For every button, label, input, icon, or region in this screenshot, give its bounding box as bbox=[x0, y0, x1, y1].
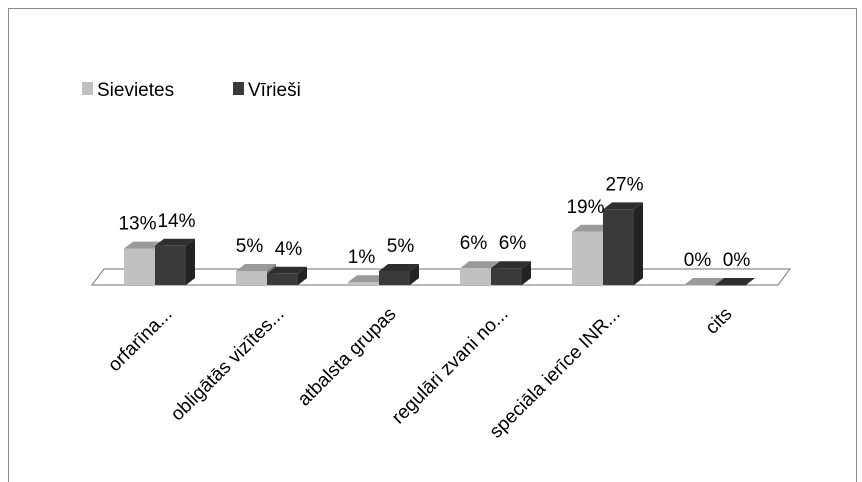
bar-top bbox=[572, 224, 612, 232]
bar-specilaierce-viriesi bbox=[603, 202, 643, 285]
data-label-regulrizvani-viriesi: 6% bbox=[499, 233, 527, 254]
chart-legend: Sievietes Vīrieši bbox=[82, 80, 301, 101]
legend-label-viriesi: Vīrieši bbox=[248, 80, 301, 101]
data-label-obligtsvizte-viriesi: 4% bbox=[275, 239, 303, 260]
bar-side bbox=[634, 202, 643, 285]
data-label-atbalstagrup-viriesi: 5% bbox=[387, 236, 415, 257]
bar-cits-sievietes bbox=[684, 278, 724, 286]
bar-front bbox=[491, 268, 522, 285]
bar-top bbox=[155, 238, 195, 246]
bar-cits-viriesi bbox=[715, 278, 755, 286]
data-label-orfarna-sievietes: 13% bbox=[118, 214, 156, 235]
chart-bars bbox=[124, 202, 755, 286]
bar-orfarna-viriesi bbox=[155, 238, 195, 285]
chart-floor-plane bbox=[90, 268, 792, 286]
bar-side bbox=[522, 261, 531, 285]
bar-top bbox=[491, 261, 531, 269]
bar-top bbox=[603, 202, 643, 210]
chart-category-labels: orfarīna...obligātās vizītes... atbalsta … bbox=[104, 304, 736, 443]
legend-swatch-sievietes bbox=[82, 82, 93, 95]
bar-front bbox=[715, 285, 746, 286]
bar-top bbox=[236, 264, 276, 271]
bar-front bbox=[379, 271, 410, 285]
bar-side bbox=[298, 266, 307, 285]
legend-label-sievietes: Sievietes bbox=[97, 80, 174, 101]
data-label-cits-sievietes: 0% bbox=[684, 250, 712, 271]
bar-top bbox=[379, 264, 419, 271]
chart-data-labels: 13% 14% 5% 4% 1% 5% 6% 6% 19%27% 0% 0% bbox=[118, 174, 750, 271]
bar-front bbox=[267, 273, 298, 285]
category-label-3: regulāri zvani no... bbox=[388, 304, 513, 429]
data-label-specilaierce-viriesi: 27% bbox=[605, 174, 643, 195]
bar-front bbox=[155, 245, 186, 285]
bar-front bbox=[460, 268, 491, 285]
bar-top bbox=[348, 275, 388, 283]
data-label-obligtsvizte-sievietes: 5% bbox=[236, 236, 264, 257]
bar-top bbox=[124, 241, 164, 249]
bar-top bbox=[715, 278, 755, 285]
bar-front bbox=[348, 282, 379, 285]
data-label-cits-viriesi: 0% bbox=[723, 250, 751, 271]
chart-frame bbox=[8, 8, 857, 482]
data-label-specilaierce-sievietes: 19% bbox=[566, 197, 604, 218]
category-label-5: cits bbox=[702, 304, 737, 339]
data-label-orfarna-viriesi: 14% bbox=[157, 211, 195, 232]
bar-obligtsvizte-viriesi bbox=[267, 266, 307, 285]
bar-atbalstagrup-viriesi bbox=[379, 264, 419, 285]
bar-front bbox=[603, 209, 634, 285]
bar-front bbox=[236, 271, 267, 285]
bar-side bbox=[186, 238, 195, 285]
bar-top bbox=[267, 266, 307, 274]
category-label-0: orfarīna... bbox=[104, 304, 176, 376]
legend-swatch-virиesi bbox=[233, 82, 244, 95]
category-label-1: obligātās vizītes... bbox=[167, 304, 289, 426]
category-label-2: atbalsta grupas bbox=[294, 304, 401, 411]
bar-regulrizvani-viriesi bbox=[491, 261, 531, 285]
data-label-regulrizvani-sievietes: 6% bbox=[460, 233, 488, 254]
bar-front bbox=[684, 285, 715, 286]
data-label-atbalstagrup-sievietes: 1% bbox=[348, 247, 376, 268]
bar-front bbox=[572, 231, 603, 285]
bar-top bbox=[684, 278, 724, 285]
chart-floor bbox=[90, 268, 792, 286]
bar-top bbox=[460, 261, 500, 269]
bar-front bbox=[124, 248, 155, 285]
